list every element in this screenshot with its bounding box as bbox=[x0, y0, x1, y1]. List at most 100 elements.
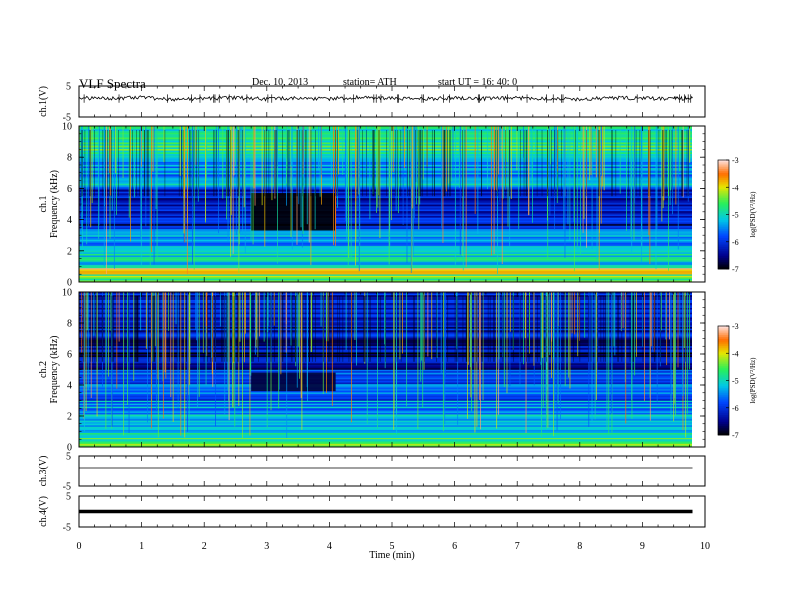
spectrum-band-2 bbox=[79, 263, 692, 266]
spectrum-band-2 bbox=[79, 400, 692, 403]
colorbar-label: log(PSD(V²/Hz) bbox=[749, 357, 757, 404]
colorbar-segment bbox=[718, 178, 729, 181]
xtick-label: 10 bbox=[700, 541, 710, 552]
spectrum-band-4 bbox=[79, 211, 692, 214]
colorbar-segment bbox=[718, 376, 729, 380]
colorbar-segment bbox=[718, 335, 729, 338]
spectrum-band-0 bbox=[79, 439, 692, 442]
spectrum-band-6 bbox=[79, 155, 692, 158]
spectrum-band-4 bbox=[79, 190, 692, 192]
spectrum-band-6 bbox=[79, 145, 692, 148]
xtick-label: 0 bbox=[77, 541, 82, 552]
colorbar-segment bbox=[718, 236, 729, 239]
quiet-interval bbox=[251, 193, 336, 231]
spectrum-band-3 bbox=[79, 228, 692, 231]
colorbar-segment bbox=[718, 362, 729, 365]
spectrum-band-6 bbox=[79, 152, 692, 155]
colorbar-segment bbox=[718, 413, 729, 416]
spectrum-band-2 bbox=[79, 406, 692, 409]
spectrum-band-4 bbox=[79, 203, 692, 205]
spectrum-band-6 bbox=[79, 139, 692, 142]
ytick-label: 2 bbox=[67, 246, 72, 257]
spectrum-band-5 bbox=[79, 171, 692, 174]
spectrum-band-6 bbox=[79, 147, 692, 150]
colorbar-segment bbox=[718, 239, 729, 243]
spectrum-band-2 bbox=[79, 403, 692, 406]
colorbar-segment bbox=[718, 358, 729, 361]
colorbar-segment bbox=[718, 170, 729, 174]
panel-1: 5 -5 ch.1(V) bbox=[38, 82, 706, 124]
spectrum-band-4 bbox=[79, 198, 692, 201]
spectrum-band-3 bbox=[79, 398, 692, 401]
spectrum-band-3 bbox=[79, 397, 692, 400]
colorbar-segment bbox=[718, 375, 729, 378]
spectrum-band-4 bbox=[79, 214, 692, 217]
spectrum-band-3 bbox=[79, 236, 692, 239]
colorbar-segment bbox=[718, 196, 729, 199]
spectrum-band-1 bbox=[79, 419, 692, 421]
colorbar-segment bbox=[718, 181, 729, 185]
spectrum-band-4 bbox=[79, 217, 692, 220]
spectrum-band-0 bbox=[79, 278, 692, 281]
colorbar-segment bbox=[718, 382, 729, 385]
colorbar-2: -3 -4 -5 -6 -7 log(PSD(V²/Hz) bbox=[717, 322, 757, 440]
spectrum-band-5 bbox=[79, 182, 692, 185]
xtick-label: 3 bbox=[264, 541, 269, 552]
colorbar-segment bbox=[718, 250, 729, 254]
spectrum-band-5 bbox=[79, 186, 692, 189]
spectrum-band-2 bbox=[79, 409, 692, 412]
spectrum-band-1 bbox=[79, 417, 692, 420]
spectrum-band-4 bbox=[79, 216, 692, 218]
colorbar-segment bbox=[718, 194, 729, 197]
colorbar-segment bbox=[718, 356, 729, 360]
spectrum-band-4 bbox=[79, 201, 692, 204]
spectrum-band-1 bbox=[79, 267, 692, 270]
spectrum-band-0 bbox=[79, 443, 692, 446]
colorbar-tick-label: -3 bbox=[732, 322, 739, 331]
spectrum-band-3 bbox=[79, 238, 692, 241]
spectrum-band-2 bbox=[79, 252, 692, 255]
colorbar-segment bbox=[718, 411, 729, 414]
spectrum-band-1 bbox=[79, 434, 692, 437]
spectrum-band-0 bbox=[79, 437, 692, 440]
colorbar-segment bbox=[718, 415, 729, 418]
colorbar-segment bbox=[718, 218, 729, 221]
colorbar-segment bbox=[718, 225, 729, 228]
spectrum-band-6 bbox=[79, 134, 692, 137]
xtick-label: 1 bbox=[139, 541, 144, 552]
ytick-label: 10 bbox=[62, 122, 72, 133]
colorbar-segment bbox=[718, 402, 729, 405]
spectrum-band-5 bbox=[79, 169, 692, 172]
colorbar-segment bbox=[718, 378, 729, 381]
spectrum-band-2 bbox=[79, 405, 692, 407]
colorbar-segment bbox=[718, 345, 729, 349]
colorbar-tick-label: -7 bbox=[732, 431, 739, 440]
colorbar-tick-label: -6 bbox=[732, 404, 739, 413]
spectrum-band-3 bbox=[79, 239, 692, 242]
spectrum-band-2 bbox=[79, 255, 692, 258]
xtick-label: 8 bbox=[577, 541, 582, 552]
spectrum-band-0 bbox=[79, 274, 692, 277]
spectrum-band-6 bbox=[79, 142, 692, 145]
spectrum-band-1 bbox=[79, 416, 692, 418]
spectrum-band-6 bbox=[79, 135, 692, 138]
colorbar-segment bbox=[718, 400, 729, 403]
spectrum-band-1 bbox=[79, 423, 692, 426]
spectrum-band-3 bbox=[79, 246, 692, 248]
spectrum-band-2 bbox=[79, 411, 692, 414]
colorbar-tick-label: -4 bbox=[732, 183, 739, 192]
spectrum-band-3 bbox=[79, 395, 692, 398]
colorbar-segment bbox=[718, 418, 729, 421]
colorbar-tick-label: -5 bbox=[732, 377, 739, 386]
colorbar-tick-label: -5 bbox=[732, 211, 739, 220]
colorbar-segment bbox=[718, 265, 729, 268]
colorbar-segment bbox=[718, 424, 729, 427]
spectrum-band-5 bbox=[79, 160, 692, 163]
spectrum-band-2 bbox=[79, 266, 692, 269]
spectrum-band-3 bbox=[79, 385, 692, 388]
colorbar-segment bbox=[718, 385, 729, 389]
channel-label: ch.1 bbox=[38, 196, 49, 213]
spectrum-band-3 bbox=[79, 230, 692, 233]
xtick-label: 6 bbox=[452, 541, 457, 552]
colorbar-segment bbox=[718, 227, 729, 230]
